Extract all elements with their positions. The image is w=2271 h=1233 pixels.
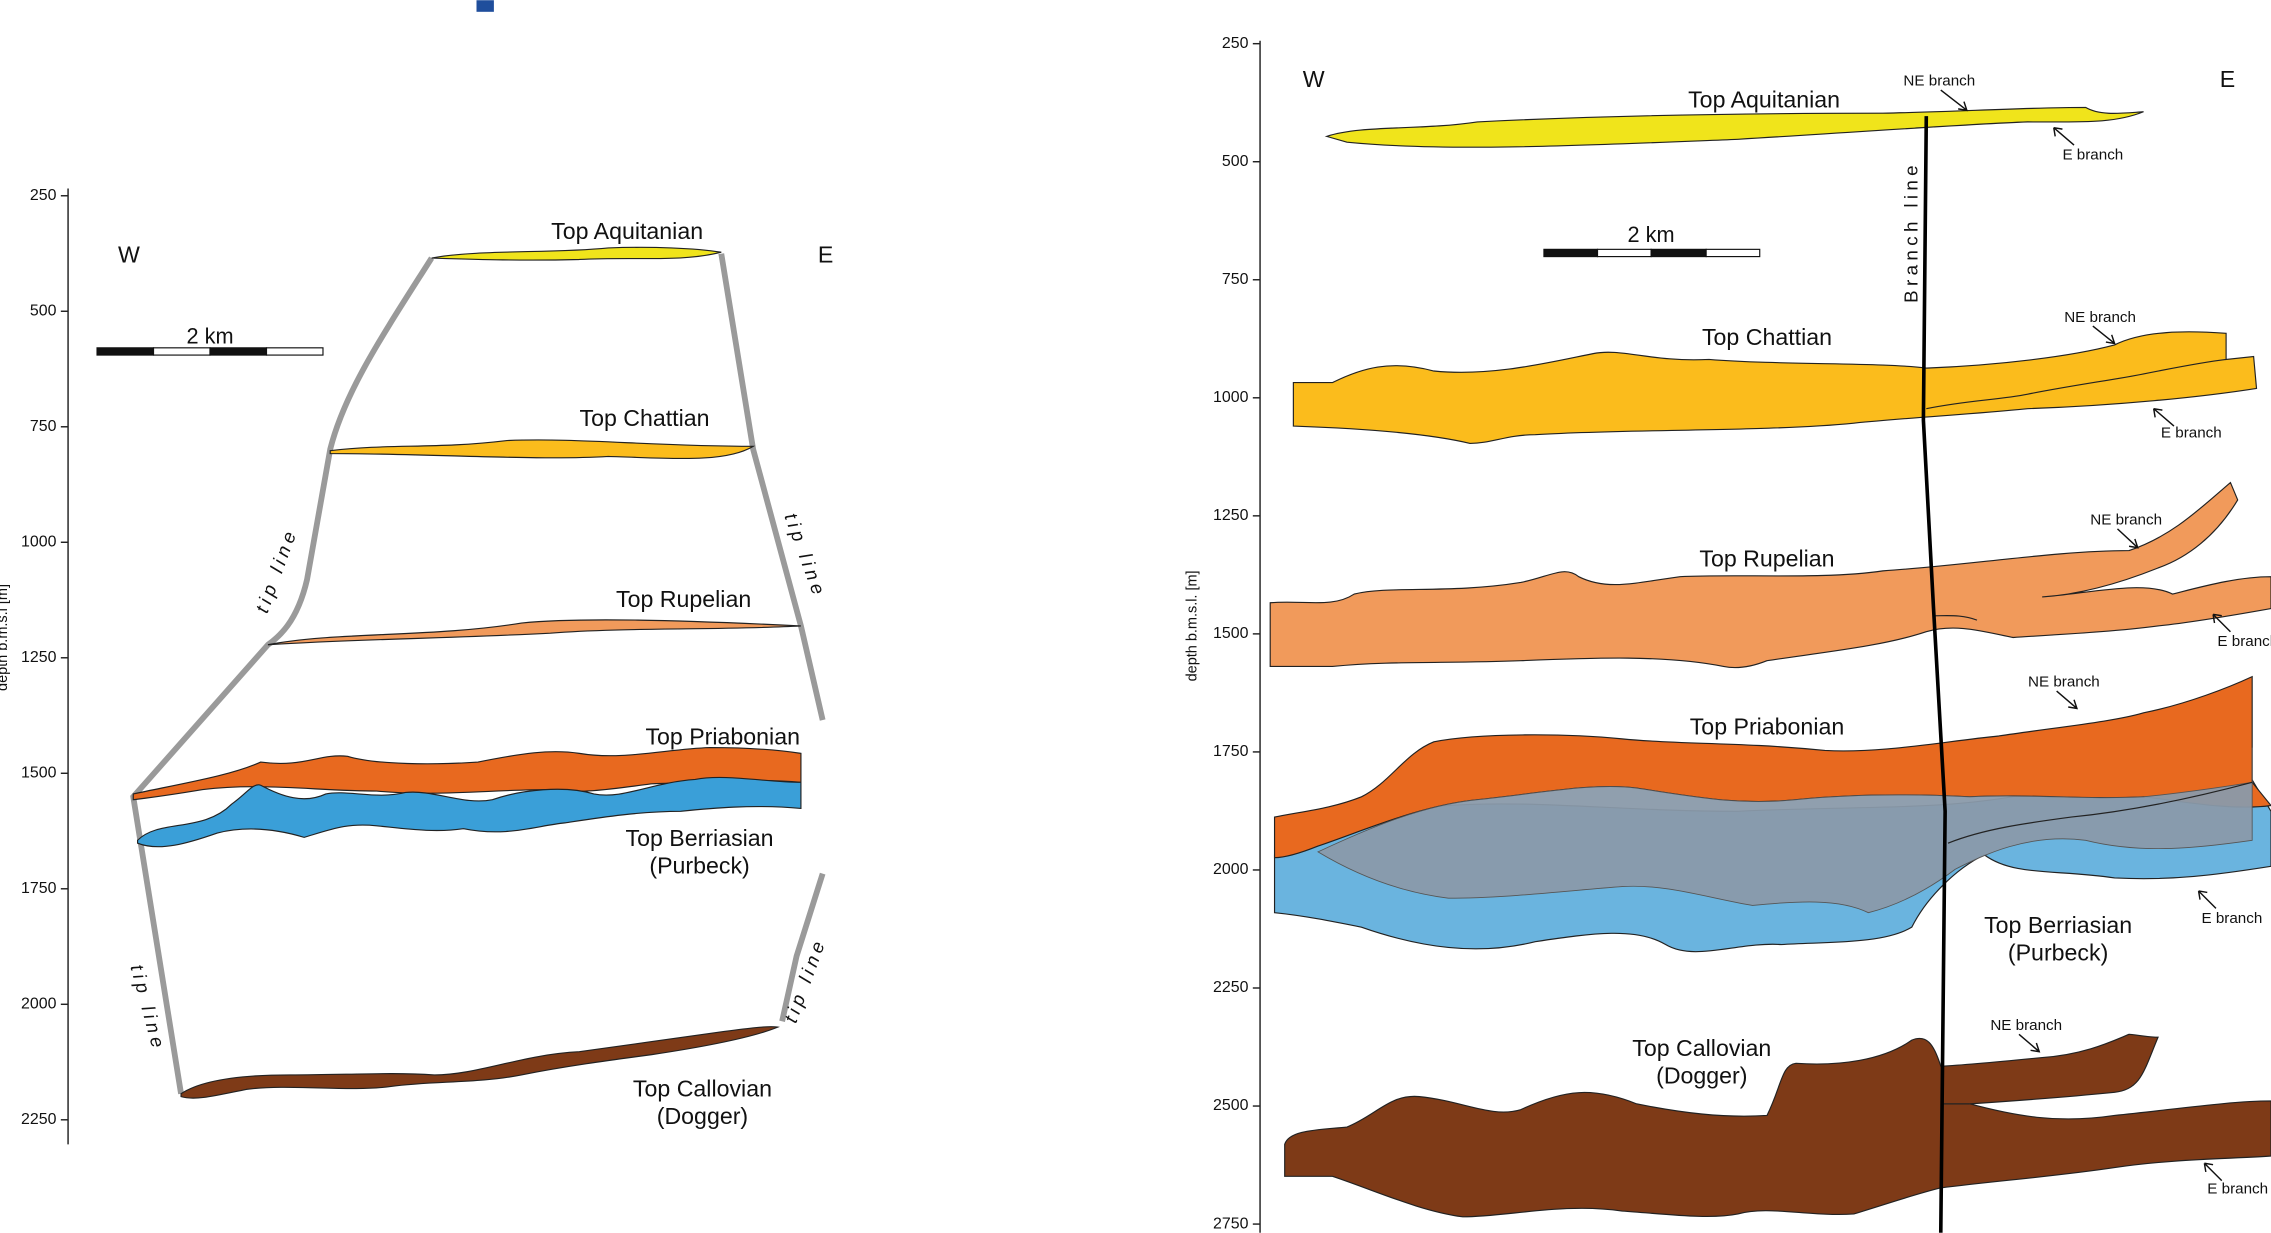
horizon bbox=[1270, 483, 2271, 668]
west-label: W bbox=[1303, 66, 1325, 92]
horizon bbox=[330, 440, 753, 459]
horizon-label: Top Berriasian bbox=[626, 825, 774, 851]
scale-bar bbox=[1544, 249, 1760, 256]
horizon-label: (Dogger) bbox=[657, 1103, 748, 1129]
horizon-label: Top Aquitanian bbox=[551, 218, 703, 244]
scale-bar bbox=[97, 348, 323, 355]
y-tick-label: 250 bbox=[1222, 35, 1249, 52]
y-tick-label: 1500 bbox=[1213, 625, 1249, 642]
horizon bbox=[1327, 107, 2144, 147]
y-tick-label: 750 bbox=[30, 418, 57, 435]
y-tick-label: 2250 bbox=[21, 1111, 57, 1128]
y-tick-label: 1000 bbox=[21, 533, 57, 550]
y-tick-label: 2000 bbox=[1213, 861, 1249, 878]
horizon-label: (Purbeck) bbox=[649, 853, 749, 879]
horizon-label: Top Chattian bbox=[1702, 324, 1832, 350]
horizon-label: Top Callovian bbox=[633, 1076, 772, 1102]
e-branch-label: E branch bbox=[2207, 1181, 2268, 1198]
tip-label: tip line bbox=[780, 935, 830, 1026]
tip-label: tip line bbox=[251, 525, 301, 616]
ne-branch-label: NE branch bbox=[2090, 512, 2162, 529]
y-tick-label: 2250 bbox=[1213, 979, 1249, 996]
marker bbox=[477, 0, 494, 12]
right-panel: 250 500 750 1000 1250 1500 1750 2000 2250 2500 275… bbox=[1184, 35, 2271, 1233]
horizon-label: Top Priabonian bbox=[1690, 714, 1844, 740]
y-ticks: 250 500 750 1000 1250 1500 1750 2000 2250 bbox=[21, 187, 68, 1128]
horizon bbox=[1285, 1034, 2271, 1216]
horizon-label: Top Rupelian bbox=[1699, 546, 1834, 572]
y-tick-label: 1750 bbox=[21, 880, 57, 897]
arrows bbox=[1941, 90, 2231, 1181]
e-branch-label: E branch bbox=[2062, 147, 2123, 164]
y-tick-label: 2000 bbox=[21, 995, 57, 1012]
axis-label: depth b.m.s.l [m] bbox=[0, 584, 11, 691]
horizon-label: Top Rupelian bbox=[616, 586, 751, 612]
y-tick-label: 500 bbox=[30, 302, 57, 319]
page: {"left_panel":{"axis_label":"depth b.m.s… bbox=[0, 0, 2271, 1233]
horizon bbox=[432, 247, 722, 260]
y-tick-label: 1750 bbox=[1213, 743, 1249, 760]
horizon bbox=[268, 620, 801, 645]
tip-lines bbox=[133, 254, 822, 1094]
e-branch-label: E branch bbox=[2217, 633, 2271, 650]
horizon-label: (Dogger) bbox=[1656, 1063, 1747, 1089]
y-tick-label: 2750 bbox=[1213, 1215, 1249, 1232]
y-tick-label: 1000 bbox=[1213, 389, 1249, 406]
branch-line-label: Branch line bbox=[1901, 161, 1922, 303]
y-tick-label: 500 bbox=[1222, 153, 1249, 170]
horizon-label: Top Chattian bbox=[580, 405, 710, 431]
east-label: E bbox=[2220, 66, 2235, 92]
figure: 250 500 750 1000 1250 1500 1750 2000 2250 depth … bbox=[0, 0, 2271, 1233]
west-label: W bbox=[118, 241, 140, 267]
ne-branch-label: NE branch bbox=[2064, 309, 2136, 326]
ne-branch-label: NE branch bbox=[1990, 1017, 2062, 1034]
y-tick-label: 1250 bbox=[1213, 507, 1249, 524]
left-panel: 250 500 750 1000 1250 1500 1750 2000 2250 depth … bbox=[0, 187, 833, 1144]
y-tick-label: 1500 bbox=[21, 764, 57, 781]
scale-label: 2 km bbox=[1628, 222, 1675, 247]
scale-label: 2 km bbox=[186, 323, 233, 348]
y-tick-label: 2500 bbox=[1213, 1097, 1249, 1114]
ne-branch-label: NE branch bbox=[2028, 674, 2100, 691]
e-branch-label: E branch bbox=[2161, 425, 2222, 442]
axis-label: depth b.m.s.l. [m] bbox=[1184, 570, 1200, 681]
east-label: E bbox=[818, 241, 833, 267]
y-tick-label: 1250 bbox=[21, 649, 57, 666]
y-ticks: 250 500 750 1000 1250 1500 1750 2000 2250 2500 275… bbox=[1213, 35, 1260, 1232]
y-tick-label: 750 bbox=[1222, 271, 1249, 288]
horizon-label: Top Callovian bbox=[1632, 1035, 1771, 1061]
horizon-label: Top Aquitanian bbox=[1688, 86, 1840, 112]
y-tick-label: 250 bbox=[30, 187, 57, 204]
horizon-label: (Purbeck) bbox=[2008, 939, 2108, 965]
e-branch-label: E branch bbox=[2201, 910, 2262, 927]
ne-branch-label: NE branch bbox=[1903, 73, 1975, 90]
horizon-label: Top Priabonian bbox=[645, 724, 799, 750]
horizon-label: Top Berriasian bbox=[1984, 912, 2132, 938]
